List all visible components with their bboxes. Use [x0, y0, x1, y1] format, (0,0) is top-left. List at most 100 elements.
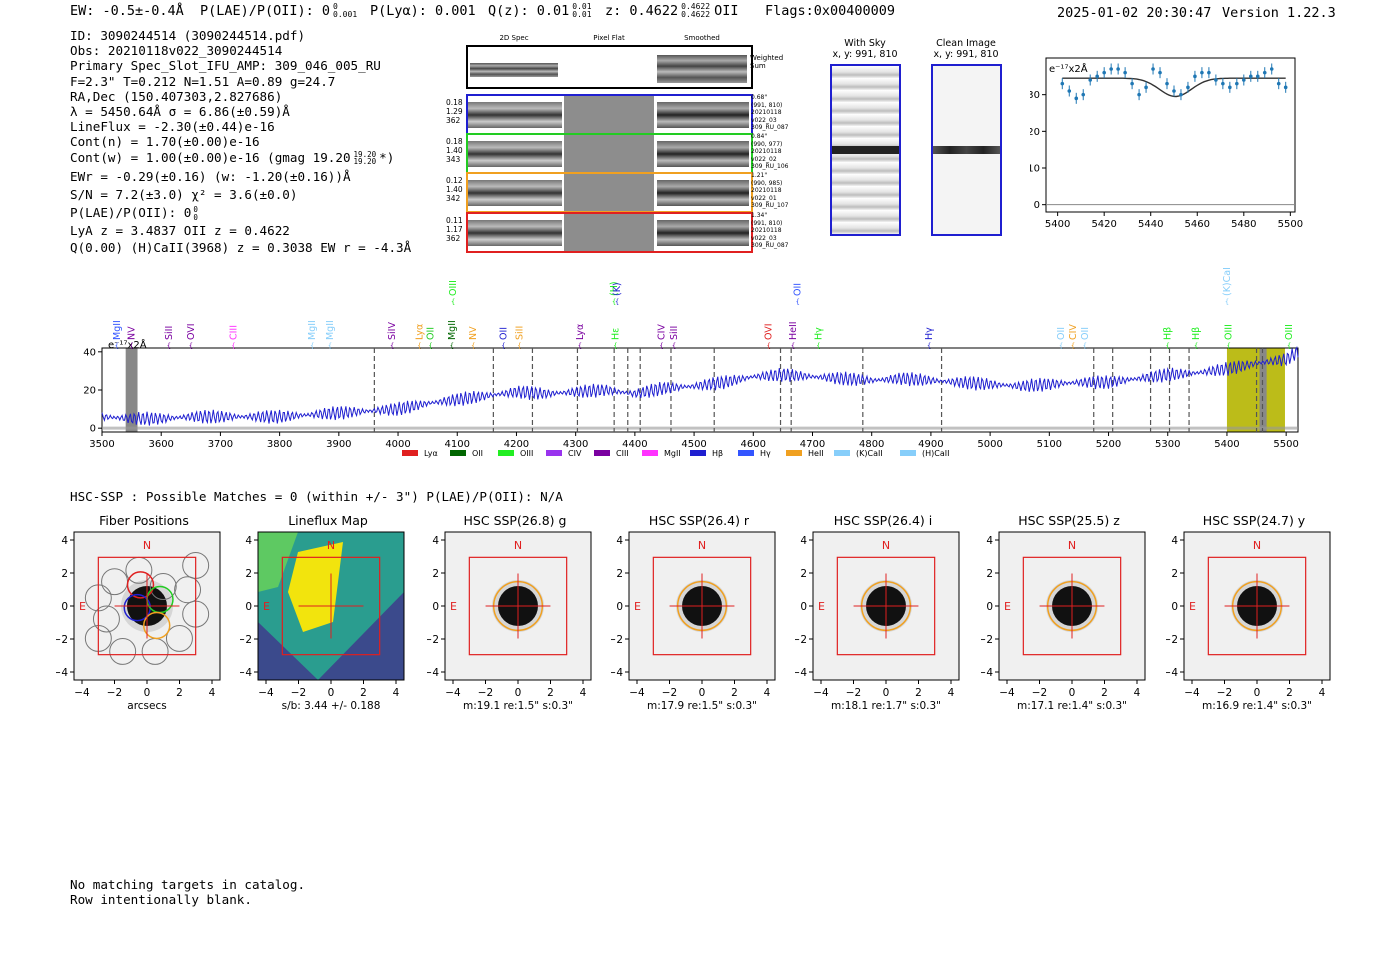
east-label: E [1004, 600, 1011, 613]
legend-label: MgII [664, 449, 681, 458]
emission-line-brace: { [115, 342, 119, 350]
zoom-x-tick-label: 5500 [1278, 219, 1303, 230]
emission-line-brace: { [1225, 298, 1229, 306]
hsc-x-tick-label: 4 [580, 687, 587, 699]
qz-text: Q(z): 0.01 [488, 3, 570, 19]
spectrum-x-tick-label: 5500 [1273, 439, 1298, 450]
zoom-data-point [1060, 78, 1065, 90]
emission-line-label: OII [793, 283, 804, 296]
emission-line-label: OVI [764, 323, 775, 340]
hsc-x-tick-label: −4 [999, 687, 1015, 699]
hsc-panel-title: HSC SSP(25.5) z [1018, 513, 1120, 528]
hsc-panel-caption: m:18.1 re:1.7" s:0.3" [831, 700, 941, 712]
emission-line-brace: { [816, 342, 820, 350]
hsc-x-tick-label: 2 [1286, 687, 1293, 699]
cutout-pixelflat [564, 96, 654, 133]
zoom-data-point [1109, 63, 1113, 75]
zoom-data-point [1137, 89, 1141, 101]
search-box [836, 556, 936, 656]
hsc-y-tick-label: −2 [427, 634, 439, 646]
cutout-row [466, 133, 753, 174]
north-label: N [327, 539, 335, 552]
zoom-data-point [1179, 89, 1183, 101]
legend-label: CIV [568, 449, 582, 458]
emission-line-label: OVI [186, 323, 197, 340]
hsc-y-tick-label: 4 [1171, 535, 1178, 547]
zoom-data-point [1186, 81, 1190, 93]
hsc-x-tick-label: 4 [1319, 687, 1326, 699]
spectrum-x-tick-label: 5300 [1155, 439, 1180, 450]
emission-line-brace: { [517, 342, 521, 350]
spectrum-x-tick-label: 4600 [741, 439, 766, 450]
emission-line-brace: { [612, 298, 616, 306]
cutout-meta: 309_RU_087 [751, 242, 789, 249]
hsc-x-tick-label: 4 [1134, 687, 1141, 699]
north-label: N [698, 539, 706, 552]
cutout-smoothed [657, 141, 749, 167]
qz-sub: 0.01 [572, 10, 592, 19]
fiber-highlight [126, 571, 155, 599]
hsc-x-tick-label: 0 [144, 687, 151, 699]
weighted-sum-label: Weighted Sum [750, 54, 784, 70]
hsc-y-tick-label: −4 [1166, 667, 1178, 679]
emission-line-brace: { [1059, 342, 1063, 350]
zoom-data-point [1151, 63, 1155, 75]
legend-label: (K)CaII [856, 449, 883, 458]
hsc-y-tick-label: 0 [245, 601, 252, 613]
spectrum-x-tick-label: 5000 [977, 439, 1002, 450]
cutout-meta: 1.21" [751, 172, 768, 179]
hsc-panel-title: Lineflux Map [288, 513, 368, 528]
cutout-stat: 343 [446, 155, 461, 164]
emission-line-label: SiII [669, 326, 680, 340]
zoom-data-point [1158, 67, 1162, 79]
legend-label: Hγ [760, 449, 771, 458]
info-obs: Obs: 20210118v022_3090244514 [70, 43, 283, 59]
contw-end: *) [379, 149, 395, 165]
cutout-row-meta: 1.34" (991, 810) 20210118 v022_03 309_RU_087 [751, 212, 788, 250]
emission-line-brace: { [659, 342, 663, 350]
cutout-stat: 1.40 [446, 146, 463, 155]
zoom-data-point [1248, 70, 1253, 82]
legend-entry: MgII [642, 449, 681, 458]
hsc-x-tick-label: 2 [915, 687, 922, 699]
zoom-data-point [1228, 81, 1232, 93]
zoom-data-point [1102, 67, 1106, 79]
emission-line-brace: { [615, 298, 619, 306]
emission-line-label: SiII [514, 326, 525, 340]
cutout-meta: 1.34" [751, 212, 768, 219]
emission-line-brace: { [328, 342, 332, 350]
spectrum-x-tick-label: 4700 [800, 439, 825, 450]
north-label: N [1068, 539, 1076, 552]
full-spectrum-chart: 3500 3600 3700 3800 3900 4000 4100 4200 4300 4400… [83, 268, 1299, 458]
north-label: N [882, 539, 890, 552]
cutout-meta: 309_RU_106 [751, 163, 789, 170]
cutout-meta: (991, 810) [751, 101, 783, 109]
hsc-panel-title: HSC SSP(24.7) y [1202, 513, 1306, 528]
cutout-2dspec [468, 180, 562, 206]
cutout-smoothed [657, 180, 749, 206]
legend-entry: CIII [594, 449, 629, 458]
emission-line-brace: { [471, 342, 475, 350]
emission-line-label: MgII [112, 320, 123, 340]
zoom-data-point [1165, 78, 1169, 90]
hsc-y-tick-label: 2 [616, 568, 623, 580]
hsc-y-tick-label: −4 [795, 667, 807, 679]
emission-line-brace: { [231, 342, 235, 350]
legend-label: OII [472, 449, 483, 458]
zoom-y-tick-label: 0 [1034, 200, 1040, 211]
zoom-data-point [1221, 78, 1225, 90]
emission-line-label: Hγ [813, 327, 824, 340]
zoom-data-point [1074, 92, 1079, 104]
weighted-sum-panel [466, 45, 753, 89]
zoom-y-tick-label: 20 [1030, 127, 1040, 138]
emission-line-brace: { [390, 342, 394, 350]
emission-line-brace: { [167, 342, 171, 350]
cutout-stat: 0.11 [446, 216, 463, 225]
fiber-circle [174, 576, 202, 604]
spectrum-x-tick-label: 3600 [148, 439, 173, 450]
cutout-stat: 1.40 [446, 185, 463, 194]
north-label: N [1253, 539, 1261, 552]
emission-line-label: MgII [447, 320, 458, 340]
emission-line-label: SiIV [387, 322, 398, 340]
